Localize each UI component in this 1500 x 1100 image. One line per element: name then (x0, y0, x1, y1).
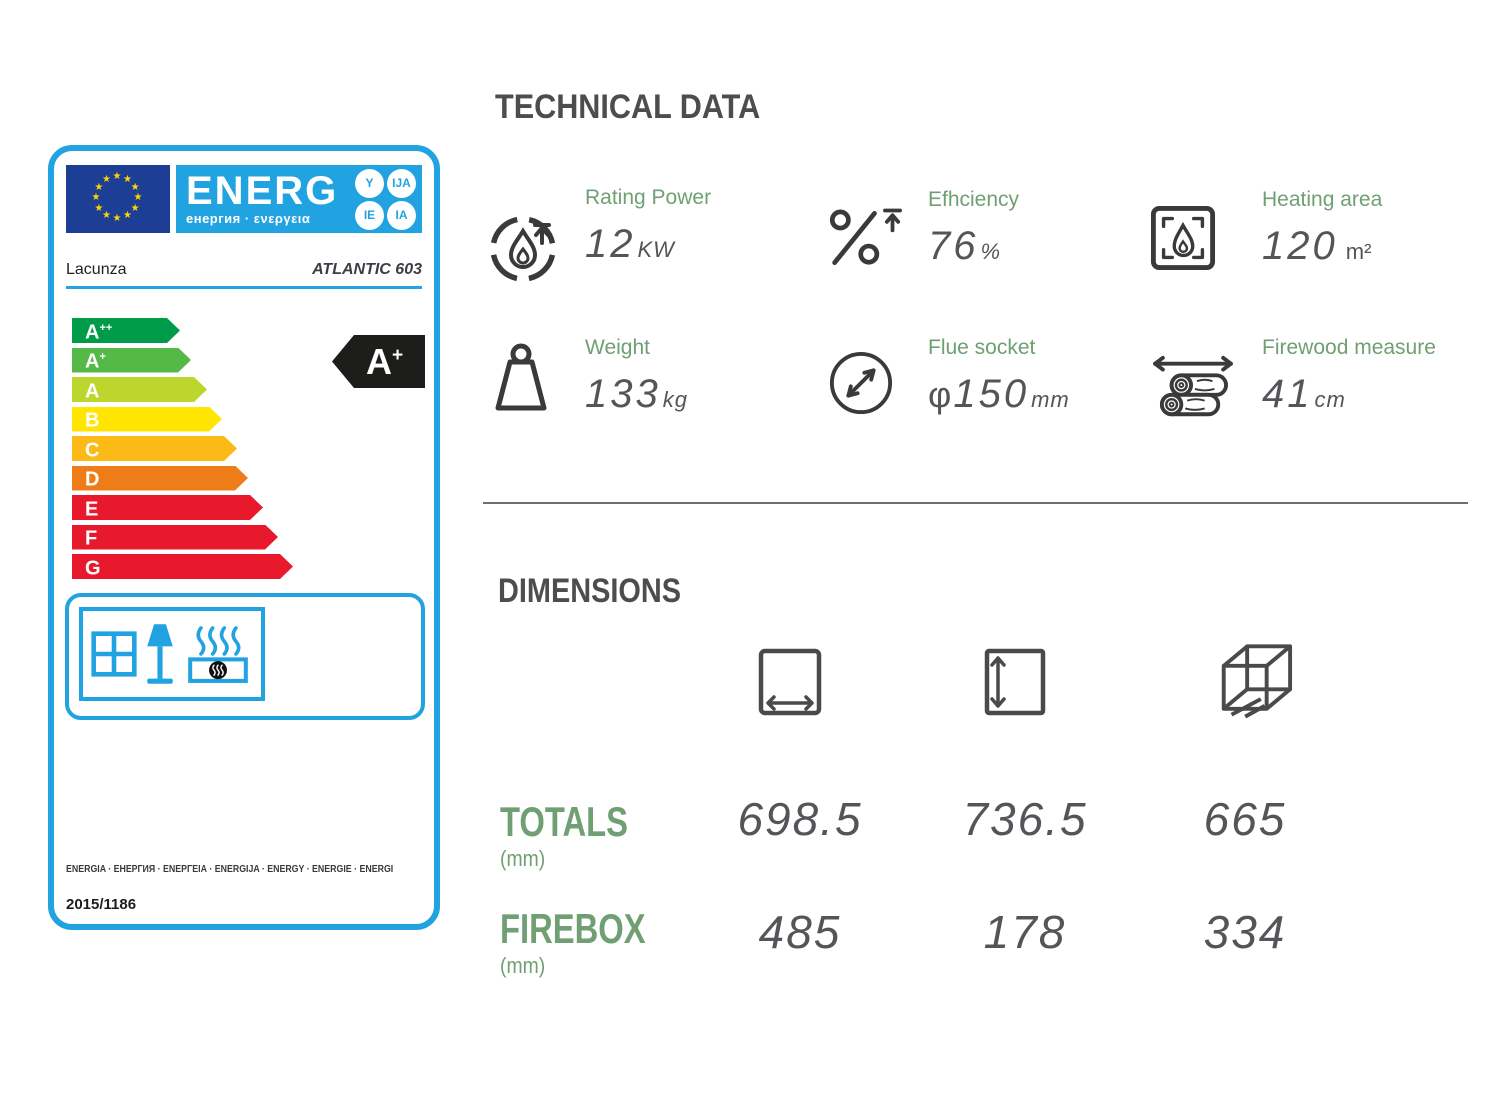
energy-scale-bar: A+ (72, 348, 191, 373)
tech-label: Rating Power (585, 186, 712, 209)
energy-label: ★ ★ ★ ★ ★ ★ ★ ★ ★ ★ ★ ★ ENERG енергия · ενεργεια Y … (48, 145, 440, 930)
width-dimension-icon (758, 648, 822, 716)
eu-flag-icon: ★ ★ ★ ★ ★ ★ ★ ★ ★ ★ ★ ★ (66, 165, 170, 233)
flue-socket-icon (829, 351, 893, 415)
tech-label: Efhciency (928, 188, 1020, 211)
tech-item-efficiency: Efhciency 76% (828, 188, 1019, 270)
dimension-height-column (984, 648, 1046, 716)
language-circle: IJA (387, 168, 416, 198)
heater-icon (188, 626, 248, 683)
tech-label: Flue socket (928, 336, 1036, 359)
tech-item-heating-area: Heating area 120 m² (1150, 188, 1382, 273)
tech-value: 41cm (1262, 372, 1346, 416)
energy-scale-bar: A++ (72, 318, 180, 343)
banner-title: ENERG (186, 169, 339, 213)
brand-name: Lacunza (66, 261, 127, 278)
firebox-label: FIREBOX (500, 905, 646, 952)
energy-scale-bar: B (72, 407, 222, 432)
energ-banner: ENERG енергия · ενεργεια Y IJA IE IA (176, 165, 422, 233)
depth-dimension-icon (1221, 644, 1293, 719)
energy-scale-bar: C (72, 436, 237, 461)
banner-language-circles: Y IJA IE IA (355, 168, 416, 230)
language-circle: IA (387, 200, 416, 230)
tech-value: 120 m² (1262, 224, 1372, 268)
languages-line: ENERGIA · ЕНЕРГИЯ · ΕΝΕΡΓΕΙΑ · ENERGIJA … (66, 864, 394, 875)
section-divider (483, 502, 1468, 504)
banner-subtitle: енергия · ενεργεια (186, 211, 311, 226)
totals-height-value: 736.5 (962, 793, 1088, 845)
label-header: ★ ★ ★ ★ ★ ★ ★ ★ ★ ★ ★ ★ ENERG енергия · ενεργεια Y … (66, 165, 422, 233)
firebox-width-value: 485 (758, 906, 842, 958)
dimension-width-column (758, 648, 822, 716)
language-circle: IE (355, 200, 384, 230)
energy-scale-bar: F (72, 525, 278, 550)
rating-power-icon (490, 216, 556, 282)
banner-text: ENERG енергия · ενεργεια (186, 169, 339, 226)
model-name: ATLANTIC 603 (312, 261, 422, 278)
efficiency-percent-icon (829, 208, 902, 266)
brand-row: Lacunza ATLANTIC 603 (66, 261, 422, 289)
firebox-height-value: 178 (983, 906, 1067, 958)
tech-value: 76% (928, 224, 1002, 268)
language-circle: Y (355, 168, 384, 198)
energy-scale-bar: E (72, 495, 263, 520)
tech-value: 133kg (585, 372, 688, 416)
tech-value: 12KW (585, 222, 675, 266)
energy-scale-bar: D (72, 466, 248, 491)
room-heating-pictogram (79, 607, 265, 701)
totals-label: TOTALS (500, 798, 629, 845)
tech-item-rating-power: Rating Power 12KW (485, 186, 711, 287)
heating-area-icon (1150, 205, 1216, 271)
rating-class-arrow: A + (332, 335, 425, 388)
tech-label: Firewood measure (1262, 336, 1436, 359)
firewood-measure-icon (1153, 355, 1233, 417)
tech-item-firewood: Firewood measure 41cm (1150, 336, 1436, 423)
firebox-unit: (mm) (500, 953, 546, 978)
regulation-number: 2015/1186 (66, 896, 137, 913)
energy-scale-bar: G (72, 554, 293, 579)
lamp-icon (147, 624, 173, 684)
tech-label: Weight (585, 336, 650, 359)
window-icon (91, 631, 137, 677)
totals-unit: (mm) (500, 846, 546, 871)
totals-depth-value: 665 (1203, 793, 1287, 845)
energy-scale: A++ A+ A B C D E F G (72, 318, 293, 584)
tech-item-flue-socket: Flue socket φ150mm (828, 336, 1070, 417)
weight-icon (495, 343, 547, 411)
energy-scale-bar: A (72, 377, 207, 402)
height-dimension-icon (984, 648, 1046, 716)
tech-label: Heating area (1262, 188, 1383, 211)
firebox-depth-value: 334 (1203, 906, 1287, 958)
dimension-depth-column (1212, 638, 1294, 723)
technical-data-title: TECHNICAL DATA (495, 88, 761, 126)
tech-value: φ150mm (928, 372, 1070, 416)
dimensions-title: DIMENSIONS (498, 572, 682, 610)
pictogram-box (65, 593, 425, 720)
totals-width-value: 698.5 (737, 793, 863, 845)
tech-item-weight: Weight 133kg (483, 336, 688, 417)
